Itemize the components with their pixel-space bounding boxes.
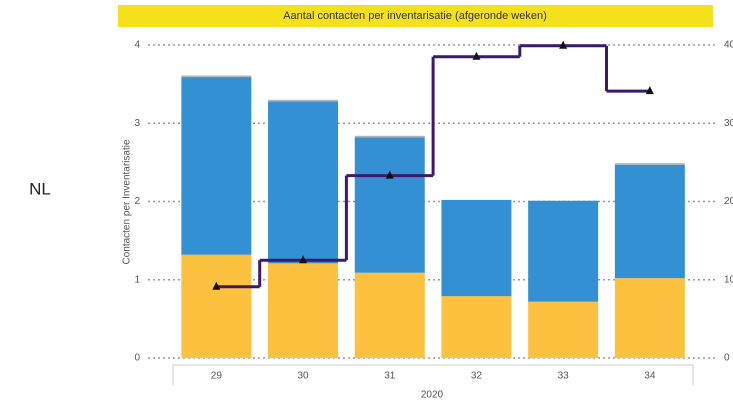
y-tick-label: 3 — [134, 118, 140, 129]
y-tick-label: 0 — [134, 353, 140, 364]
bar-segment — [441, 199, 512, 297]
bar-segment — [181, 77, 252, 255]
chart-title: Aantal contacten per inventarisatie (afg… — [283, 10, 547, 22]
bar-segment — [268, 263, 339, 358]
y-tick-label: 2 — [134, 196, 140, 207]
x-tick-label: 30 — [297, 371, 309, 382]
y2-tick-label: 40 — [724, 40, 733, 51]
y-axis-label: Contacten per Inventarisatie — [122, 139, 133, 265]
point-marker — [645, 86, 654, 95]
bar-segment — [614, 164, 685, 279]
bar-segment — [181, 254, 252, 358]
x-tick-label: 31 — [384, 371, 396, 382]
x-axis-label: 2020 — [421, 390, 444, 401]
y-tick-label: 4 — [134, 40, 140, 51]
bar-segment — [441, 296, 512, 358]
bar-segment — [614, 278, 685, 358]
bar-segment — [354, 272, 425, 358]
point-marker — [559, 40, 568, 49]
x-tick-label: 33 — [558, 371, 570, 382]
bar-segment — [354, 137, 425, 273]
bar-segment — [354, 135, 425, 138]
x-tick-label: 29 — [211, 371, 223, 382]
y2-tick-label: 30 — [724, 118, 733, 129]
bar-segment — [181, 75, 252, 78]
y2-tick-label: 10 — [724, 274, 733, 285]
point-marker — [299, 255, 308, 264]
y2-tick-label: 0 — [724, 353, 730, 364]
point-marker — [385, 170, 394, 179]
title-banner — [118, 5, 713, 27]
bar-segment — [614, 163, 685, 165]
bar-segment — [268, 99, 339, 102]
point-marker — [212, 281, 221, 290]
bar-segment — [528, 301, 599, 358]
x-tick-label: 32 — [471, 371, 483, 382]
side-label: NL — [29, 179, 51, 198]
x-tick-label: 34 — [644, 371, 656, 382]
point-marker — [472, 51, 481, 60]
bar-segment — [528, 200, 599, 302]
bar-segment — [268, 101, 339, 264]
y2-tick-label: 20 — [724, 196, 733, 207]
y-tick-label: 1 — [134, 274, 140, 285]
